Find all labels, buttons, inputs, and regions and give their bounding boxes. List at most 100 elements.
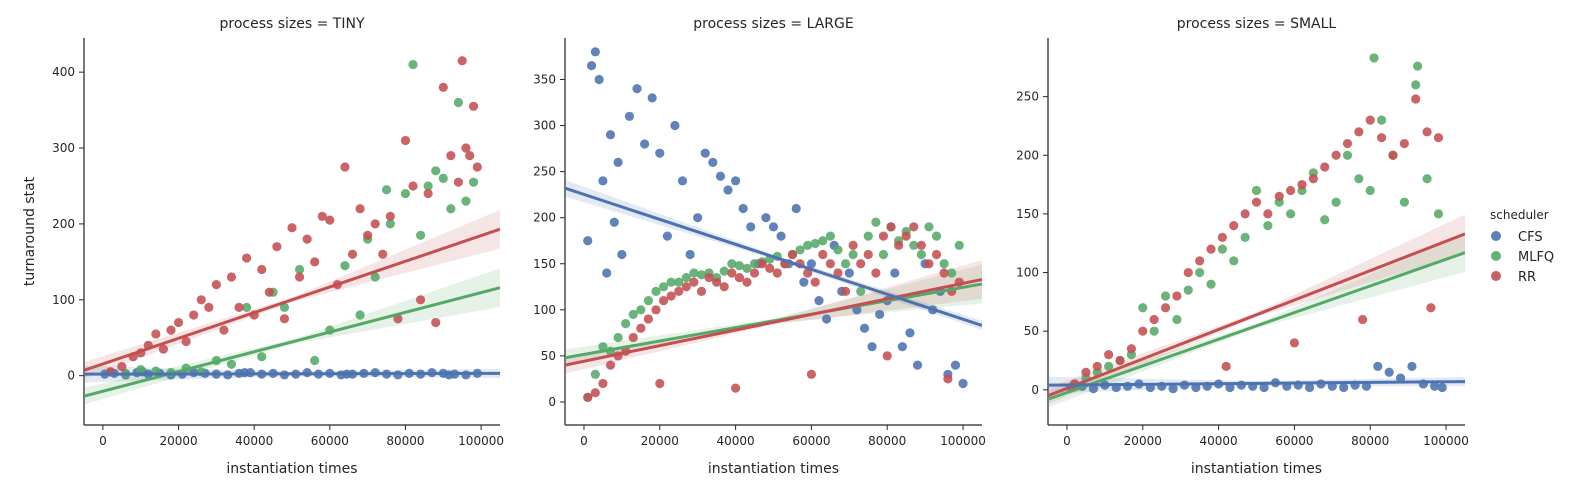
- panel-2-rr-trend-line: [565, 277, 982, 367]
- panel-3-rr-point: [1411, 94, 1421, 104]
- panel-1-rr-point: [461, 143, 471, 153]
- panel-2-mlfq-point: [878, 249, 889, 260]
- panel-3-rr-point: [1365, 115, 1375, 125]
- panel-2-x-tick-label: 100000: [940, 434, 986, 448]
- panel-2-rr-point: [583, 392, 593, 402]
- panel-1-rr-point: [196, 295, 206, 305]
- panel-3-rr-point: [1115, 355, 1125, 366]
- panel-1-x-tick-label: 20000: [159, 434, 197, 448]
- panel-1-rr-point: [234, 302, 244, 312]
- panel-3-rr-point: [1286, 185, 1296, 196]
- panel-2-cfs-point: [598, 176, 608, 186]
- panel-3-rr-point: [1229, 221, 1239, 231]
- panel-1-rr-point: [446, 151, 456, 161]
- panel-3-mlfq-point: [1365, 185, 1375, 196]
- panel-2-cfs-point: [670, 120, 680, 131]
- panel-2-mlfq-point: [734, 260, 744, 271]
- panel-2-mlfq-point: [848, 249, 858, 260]
- panel-3-x-tick-label: 20000: [1124, 434, 1162, 448]
- panel-2-x-axis-label: instantiation times: [708, 461, 839, 477]
- panel-2-rr-point: [719, 282, 729, 292]
- panel-2-rr-point: [863, 249, 873, 260]
- panel-1-mlfq-point: [136, 365, 146, 375]
- panel-1-rr-point: [347, 249, 358, 259]
- panel-1-rr-point: [472, 162, 482, 172]
- panel-2-rr-point: [674, 286, 684, 296]
- panel-2-y-tick-label: 300: [533, 119, 556, 133]
- panel-2-mlfq-point: [666, 277, 676, 287]
- panel-3-rr-point: [1274, 191, 1284, 201]
- panel-2-cfs-point: [685, 249, 695, 260]
- panel-3-mlfq-point: [1399, 197, 1409, 207]
- panel-1-series-mlfq: [105, 59, 479, 378]
- panel-2-rr-point: [757, 259, 767, 269]
- panel-2-cfs-point: [890, 268, 900, 278]
- legend-items: CFS MLFQ RR: [1491, 230, 1554, 285]
- panel-2-mlfq-point: [863, 231, 873, 241]
- panel-3-mlfq-point: [1104, 361, 1114, 371]
- panel-3-rr-point: [1092, 361, 1102, 371]
- panel-2-cfs-point: [613, 157, 623, 167]
- panel-2-rr-point: [931, 249, 942, 260]
- panel-3-rr-point: [1426, 303, 1436, 313]
- panel-3-rr-point: [1240, 209, 1250, 219]
- panel-3-mlfq-point: [1240, 232, 1250, 242]
- panel-2-rr-point: [924, 259, 934, 269]
- panel-3-mlfq-point: [1354, 174, 1364, 184]
- panel-3-rr-point: [1138, 326, 1148, 336]
- panel-3-x-tick-label: 80000: [1351, 434, 1389, 448]
- panel-1-mlfq-point: [408, 59, 418, 70]
- panel-3-mlfq-point: [1195, 267, 1205, 278]
- panel-2-cfs-point: [746, 222, 756, 232]
- panel-1-mlfq-point: [226, 359, 237, 369]
- panel-3-rr-point: [1308, 174, 1318, 184]
- panel-2-cfs-point: [640, 139, 650, 149]
- panel-3-mlfq-point: [1286, 209, 1296, 219]
- panel-3-mlfq-point: [1138, 303, 1148, 313]
- panel-2-mlfq-point: [833, 245, 843, 255]
- panel-2-mlfq-point: [856, 286, 866, 296]
- panel-3-rr-point: [1422, 127, 1432, 137]
- panel-2-series-rr: [583, 222, 964, 402]
- panel-2-x-tick-label: 0: [580, 434, 588, 448]
- panel-3-x-tick-label: 40000: [1199, 434, 1237, 448]
- panel-2-cfs-point: [950, 360, 961, 370]
- panel-2-cfs-point: [700, 148, 710, 158]
- panel-2-mlfq-point: [931, 231, 942, 241]
- panel-2-rr-point: [749, 268, 760, 278]
- panel-1-y-tick-label: 0: [67, 369, 75, 383]
- panel-1-mlfq-point: [355, 310, 365, 320]
- panel-3-mlfq-point: [1172, 314, 1182, 325]
- panel-2-mlfq-point: [871, 217, 881, 227]
- panel-3-rr-point: [1399, 138, 1409, 149]
- panel-1-rr-point: [242, 253, 252, 263]
- panel-2-cfs-point: [647, 93, 657, 103]
- panel-3-x-tick-label: 0: [1063, 434, 1071, 448]
- panel-1-rr-point: [173, 317, 184, 328]
- panel-1-y-tick-label: 100: [52, 293, 75, 307]
- panel-1-mlfq-point: [446, 204, 456, 214]
- panel-2-rr-point: [810, 277, 820, 287]
- panel-2-mlfq-point: [621, 319, 631, 329]
- panel-3-cfs-point: [1407, 361, 1417, 371]
- panel-2-rr-point: [696, 286, 707, 296]
- panel-1-mlfq-point: [242, 302, 252, 312]
- panel-3-mlfq-point: [1183, 285, 1193, 295]
- panel-3-rr-point: [1081, 367, 1091, 377]
- panel-1-rr-point: [317, 211, 327, 221]
- panel-2-cfs-point: [859, 323, 870, 333]
- panel-1-y-tick-label: 300: [52, 141, 75, 155]
- panel-2-mlfq-point: [742, 263, 752, 273]
- panel-1-rr-point: [302, 234, 312, 244]
- panel-1-x-tick-label: 0: [99, 434, 107, 448]
- panel-1-rr-point: [363, 230, 373, 240]
- panel-2-y-tick-label: 350: [533, 72, 556, 86]
- panel-3-mlfq-trend-line: [1048, 251, 1465, 401]
- panel-1-mlfq-point: [381, 185, 392, 195]
- panel-2-rr-point: [840, 286, 851, 296]
- panel-1-mlfq-trend-line: [84, 286, 500, 398]
- panel-3-y-tick-label: 250: [1016, 90, 1039, 104]
- panel-2-mlfq-point: [727, 259, 737, 269]
- panel-1-rr-point: [453, 177, 463, 187]
